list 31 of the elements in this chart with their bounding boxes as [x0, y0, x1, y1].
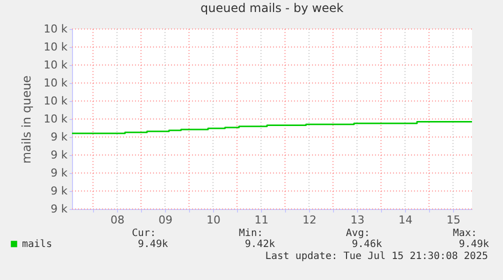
y-tick-label: 9 k — [50, 184, 68, 198]
y-tick-label: 9 k — [50, 148, 68, 162]
x-tick-label: 14 — [398, 214, 412, 226]
text: Cur: — [132, 228, 156, 239]
x-tick-label: 11 — [254, 214, 268, 226]
y-axis-title: mails in queue — [20, 75, 34, 164]
y-tick-label: 10 k — [44, 76, 68, 90]
x-tick-label: 09 — [158, 214, 172, 226]
y-tick-label: 9 k — [50, 202, 68, 216]
y-tick-label: 9 k — [50, 166, 68, 180]
y-tick-label: 10 k — [44, 40, 68, 54]
y-tick-label: 10 k — [44, 94, 68, 108]
x-tick-label: 12 — [302, 214, 316, 226]
text: Avg: — [346, 228, 370, 239]
y-tick-label: 10 k — [44, 58, 68, 72]
text: 9.49k — [458, 239, 489, 250]
y-tick-label: 9 k — [50, 130, 68, 144]
x-tick-label: 08 — [110, 214, 124, 226]
text: 9.49k — [138, 239, 168, 250]
text: 9.46k — [352, 239, 382, 250]
chart-title: queued mails - by week — [200, 1, 344, 15]
text: Max: — [452, 228, 477, 239]
x-tick-label: 10 — [206, 214, 220, 226]
legend-label: mails — [22, 239, 52, 250]
x-tick-label: 13 — [350, 214, 364, 226]
y-tick-label: 10 k — [44, 112, 68, 126]
text: 9.42k — [244, 239, 275, 250]
x-tick-label: 15 — [446, 214, 460, 226]
y-tick-label: 10 k — [44, 22, 68, 36]
text: Last update: Tue Jul 15 21:30:08 2025 — [265, 251, 488, 262]
text: Min: — [238, 228, 263, 239]
